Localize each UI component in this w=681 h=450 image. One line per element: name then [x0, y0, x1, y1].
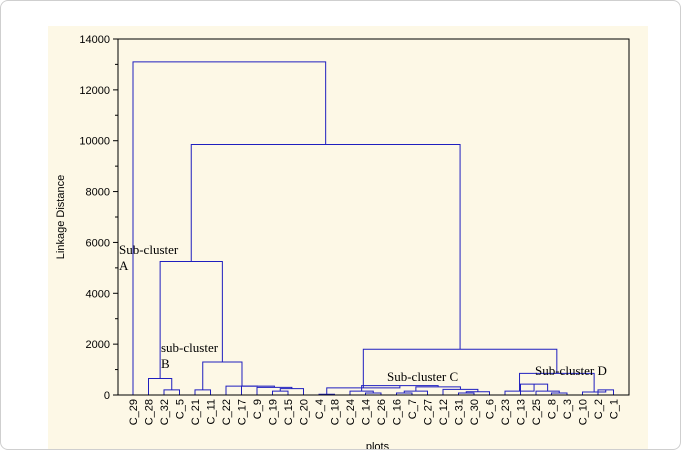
x-axis-label: plots [366, 441, 390, 449]
x-tick-label: C_3 [562, 399, 574, 419]
x-tick-label: C_13 [516, 399, 528, 425]
x-tick-label: C_27 [423, 399, 435, 425]
x-tick-label: C_10 [578, 399, 590, 425]
dendrogram-link [191, 145, 460, 350]
dendrogram-link [280, 389, 303, 395]
x-tick-label: C_25 [531, 399, 543, 425]
annotation-sub-b: sub-cluster B [161, 340, 219, 371]
annotation-line: sub-cluster [161, 340, 219, 355]
dendrogram-link [273, 391, 289, 395]
x-tick-label: C_6 [485, 399, 497, 419]
x-tick-label: C_2 [593, 399, 605, 419]
annotation-line: A [119, 258, 129, 273]
x-tick-label: C_14 [361, 399, 373, 425]
x-tick-label: C_26 [376, 399, 388, 425]
x-tick-label: C_30 [469, 399, 481, 425]
x-tick-label: C_18 [330, 399, 342, 425]
y-tick-label: 0 [104, 390, 110, 402]
x-tick-label: C_20 [299, 399, 311, 425]
y-tick-label: 4000 [86, 288, 110, 300]
x-tick-label: C_23 [500, 399, 512, 425]
annotation-sub-a: Sub-cluster A [119, 242, 179, 273]
y-tick-label: 12000 [79, 85, 110, 97]
annotation-line: Sub-cluster C [387, 369, 458, 384]
y-axis-ticks: 0 2000 4000 6000 8000 10000 12000 14000 [79, 34, 118, 402]
dendrogram-link [443, 389, 478, 395]
x-tick-label: C_21 [190, 399, 202, 425]
dendrogram-link [149, 378, 172, 395]
x-tick-label: C_11 [206, 399, 218, 424]
x-tick-label: C_31 [454, 399, 466, 425]
x-tick-label: C_7 [407, 399, 419, 419]
y-axis-label: Linkage Distance [55, 175, 67, 259]
x-tick-label: C_15 [283, 399, 295, 425]
x-tick-label: C_17 [237, 399, 249, 425]
x-tick-label: C_24 [345, 399, 357, 425]
dendrogram-link [164, 390, 180, 395]
annotation-sub-d: Sub-cluster D [535, 363, 607, 378]
annotation-line: Sub-cluster D [535, 363, 607, 378]
x-tick-label: C_19 [268, 399, 280, 425]
x-tick-label: C_32 [159, 399, 171, 425]
annotation-sub-c: Sub-cluster C [387, 369, 458, 384]
y-tick-label: 14000 [79, 34, 110, 46]
x-tick-label: C_8 [547, 399, 559, 419]
y-tick-label: 2000 [86, 339, 110, 351]
y-tick-label: 8000 [86, 187, 110, 199]
x-tick-label: C_4 [314, 399, 326, 419]
y-tick-label: 6000 [86, 237, 110, 249]
dendrogram-link [195, 390, 211, 395]
x-tick-label: C_1 [609, 399, 621, 419]
y-tick-label: 10000 [79, 136, 110, 148]
x-tick-label: C_28 [144, 399, 156, 425]
x-tick-label: C_9 [252, 399, 264, 419]
annotation-line: Sub-cluster [119, 242, 179, 257]
x-tick-label: C_22 [221, 399, 233, 425]
x-tick-label: C_29 [128, 399, 140, 425]
x-tick-label: C_5 [175, 399, 187, 419]
x-tick-label: C_12 [438, 399, 450, 425]
x-axis-ticks: C_29 C_28 C_32 C_5 C_21 C_11 C_22 C_17 C_9 C_19 C_… [128, 399, 621, 425]
x-tick-label: C_16 [392, 399, 404, 425]
annotation-line: B [161, 356, 170, 371]
